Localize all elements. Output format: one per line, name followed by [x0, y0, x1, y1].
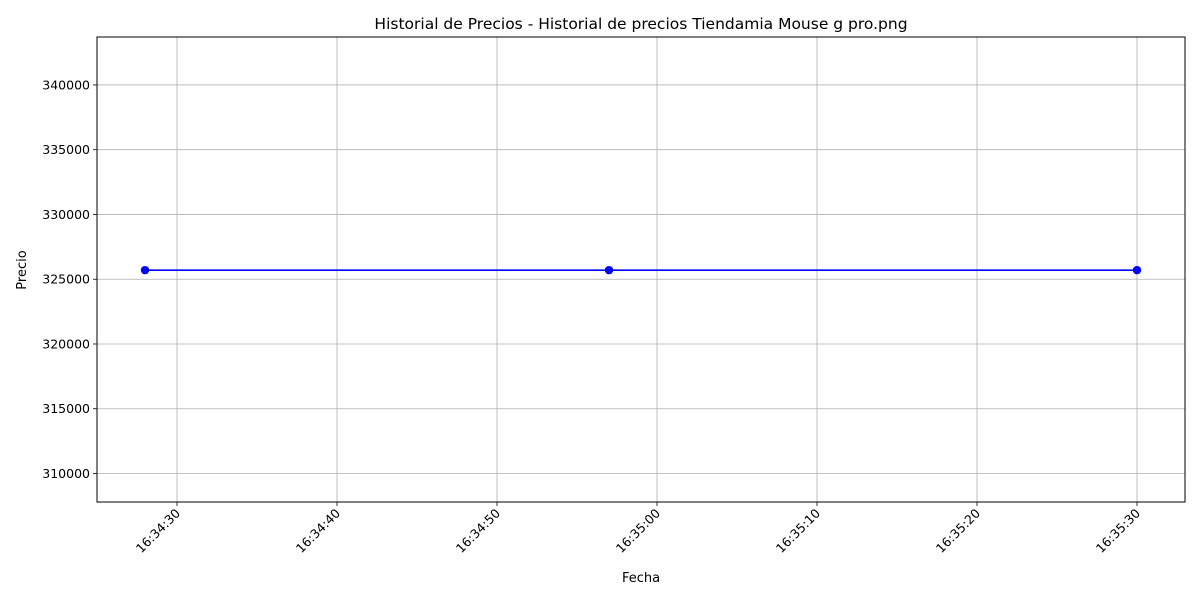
plot-frame — [96, 36, 1186, 503]
y-tick-label: 325000 — [42, 272, 90, 287]
y-axis-label: Precio — [15, 250, 30, 289]
y-tick-label: 335000 — [42, 142, 90, 157]
series-layer — [140, 265, 1142, 275]
x-axis-label: Fecha — [622, 571, 660, 586]
y-tick-label: 340000 — [42, 77, 90, 92]
y-axis-ticks: 310000 315000 320000 325000 330000 335000 3400… — [42, 77, 97, 481]
data-point — [604, 265, 614, 275]
y-tick-label: 320000 — [42, 336, 90, 351]
data-point — [1132, 265, 1142, 275]
y-tick-label: 310000 — [42, 466, 90, 481]
data-point — [140, 265, 150, 275]
y-tick-label: 315000 — [42, 401, 90, 416]
y-tick-label: 330000 — [42, 207, 90, 222]
chart-title: Historial de Precios - Historial de prec… — [374, 15, 907, 33]
